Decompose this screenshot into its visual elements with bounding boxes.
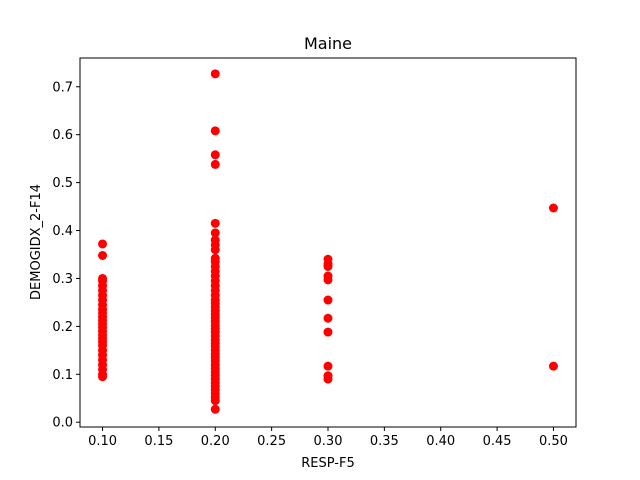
y-axis-ticks: 0.0 0.1 0.2 0.3 0.4 0.5 0.6 0.7: [52, 80, 80, 431]
data-point: [210, 126, 220, 136]
data-point: [210, 245, 220, 255]
data-point: [548, 361, 558, 371]
data-point: [210, 159, 220, 169]
chart-title: Maine: [304, 34, 352, 53]
y-tick-label: 0.4: [52, 224, 73, 239]
data-point: [323, 261, 333, 271]
x-tick-label: 0.10: [88, 434, 117, 449]
x-tick-label: 0.40: [426, 434, 455, 449]
data-point: [210, 228, 220, 238]
x-axis-ticks: 0.10 0.15 0.20 0.25 0.30 0.35 0.40 0.45 0.50: [88, 427, 568, 449]
y-tick-label: 0.6: [52, 128, 73, 143]
y-tick-label: 0.7: [52, 80, 73, 95]
x-tick-label: 0.45: [483, 434, 512, 449]
data-point: [323, 275, 333, 285]
data-point: [323, 295, 333, 305]
y-tick-label: 0.5: [52, 176, 73, 191]
y-tick-label: 0.2: [52, 320, 73, 335]
data-point: [210, 396, 220, 406]
data-point: [323, 361, 333, 371]
data-point: [98, 372, 108, 382]
y-axis-label: DEMOGIDX_2-F14: [29, 184, 44, 300]
data-point: [210, 150, 220, 160]
y-tick-label: 0.1: [52, 368, 73, 383]
x-axis-label: RESP-F5: [301, 456, 355, 471]
x-tick-label: 0.30: [314, 434, 343, 449]
data-points: [98, 69, 558, 414]
x-tick-label: 0.20: [201, 434, 230, 449]
data-point: [210, 69, 220, 79]
data-point: [323, 374, 333, 384]
x-tick-label: 0.50: [539, 434, 568, 449]
data-point: [210, 218, 220, 228]
y-tick-label: 0.0: [52, 416, 73, 431]
data-point: [98, 250, 108, 260]
x-tick-label: 0.25: [257, 434, 286, 449]
data-point: [323, 327, 333, 337]
x-tick-label: 0.15: [144, 434, 173, 449]
data-point: [210, 404, 220, 414]
x-tick-label: 0.35: [370, 434, 399, 449]
y-tick-label: 0.3: [52, 272, 73, 287]
data-point: [323, 313, 333, 323]
data-point: [548, 203, 558, 213]
data-point: [98, 239, 108, 249]
